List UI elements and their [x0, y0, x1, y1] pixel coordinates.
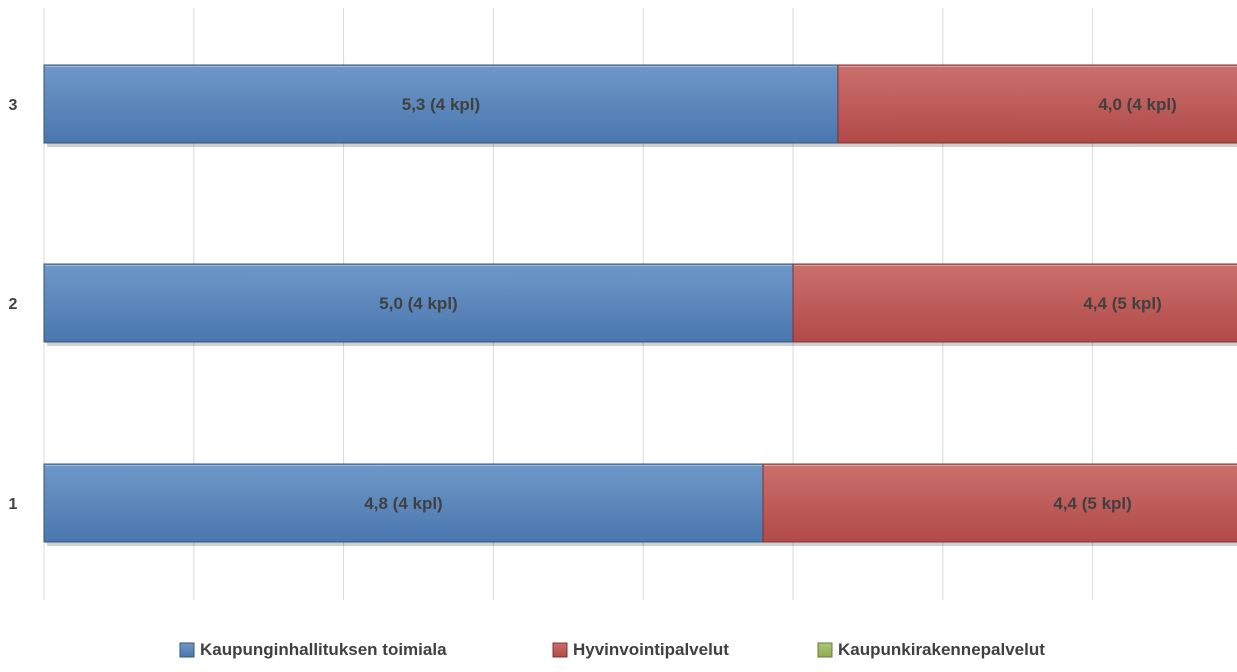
bar-3-series-1	[43, 64, 839, 144]
legend-swatch	[179, 642, 195, 658]
legend-swatch	[552, 642, 568, 658]
bar-2-series-1	[43, 263, 794, 343]
bar-1-series-1	[43, 463, 764, 543]
legend: Kaupunginhallituksen toimiala Hyvinvointi…	[179, 640, 1045, 659]
data-label: 4,0 (4 kpl)	[1098, 95, 1176, 114]
bar-2-series-2	[792, 263, 1237, 343]
category-label: 3	[9, 97, 18, 114]
category-label: 2	[9, 296, 18, 313]
data-label: 4,4 (5 kpl)	[1083, 294, 1161, 313]
legend-entry: Hyvinvointipalvelut	[573, 640, 729, 659]
bar-1-series-2	[762, 463, 1237, 543]
bars	[43, 64, 1237, 546]
bar-3-series-2	[837, 64, 1237, 144]
data-label: 4,4 (5 kpl)	[1053, 494, 1131, 513]
data-labels: 4,8 (4 kpl)4,4 (5 kpl)6,0 (2 kpl)5,0 (4 …	[364, 95, 1176, 513]
legend-swatch	[817, 642, 833, 658]
category-axis: 1 2 3	[9, 97, 18, 513]
data-label: 4,8 (4 kpl)	[364, 494, 442, 513]
legend-entry: Kaupunginhallituksen toimiala	[200, 640, 447, 659]
category-label: 1	[9, 496, 18, 513]
data-label: 5,3 (4 kpl)	[402, 95, 480, 114]
data-label: 5,0 (4 kpl)	[379, 294, 457, 313]
legend-entry: Kaupunkirakennepalvelut	[838, 640, 1045, 659]
